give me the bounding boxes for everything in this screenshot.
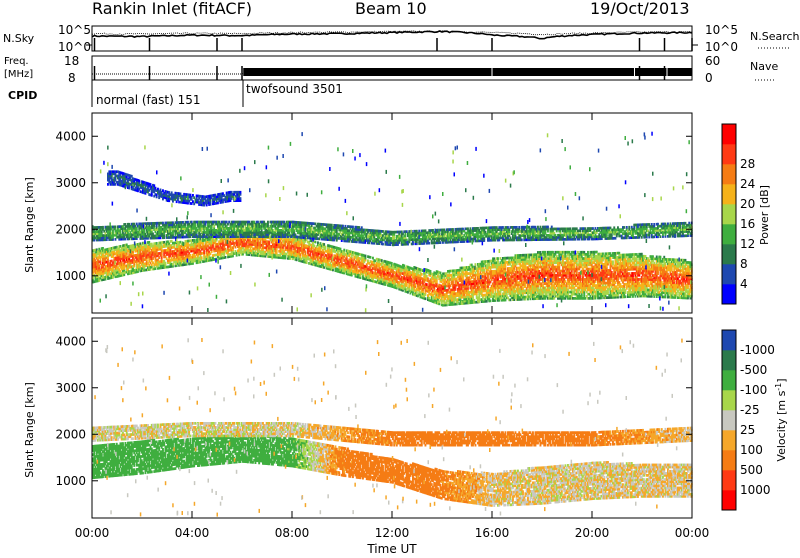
power-heatmap-cell	[370, 256, 372, 259]
power-heatmap-cell	[155, 267, 157, 270]
power-heatmap-cell	[313, 245, 315, 248]
cpid-segment-label: normal (fast) 151	[96, 93, 200, 107]
power-heatmap-cell	[210, 253, 212, 256]
noise-panel-frame	[92, 26, 692, 51]
plot-title: Rankin Inlet (fitACF)	[92, 0, 252, 18]
beam-label: Beam 10	[355, 0, 427, 18]
noise-right-tick-top: 10^5	[705, 23, 738, 37]
power-heatmap-cell	[315, 241, 317, 244]
noise-right-tick-bottom: 10^0	[705, 40, 738, 54]
power-heatmap-cell	[201, 256, 203, 259]
frequency-left-tick-bottom: 8	[68, 71, 76, 85]
power-heatmap-cell	[165, 262, 167, 265]
cpid-label: CPID	[8, 89, 37, 102]
power-heatmap-cell	[340, 248, 342, 251]
power-heatmap-cell	[426, 275, 428, 278]
power-heatmap-cell	[235, 246, 237, 249]
power-heatmap-cell	[381, 259, 383, 262]
power-heatmap-cell	[365, 255, 367, 258]
power-heatmap-cell	[320, 242, 322, 245]
cpid-panel: CPID normal (fast) 151 twofsound 3501	[8, 80, 343, 107]
power-heatmap-cell	[158, 256, 160, 259]
power-heatmap-cell	[323, 243, 325, 246]
power-heatmap-cell	[391, 262, 393, 265]
frequency-left-unit: [MHz]	[4, 69, 33, 80]
cpid-segment-label: twofsound 3501	[246, 82, 343, 96]
date-label: 19/Oct/2013	[590, 0, 690, 18]
power-heatmap-cell	[98, 265, 100, 268]
frequency-left-label: Freq.	[4, 56, 29, 67]
power-heatmap-cell	[305, 250, 307, 253]
noise-right-label: N.Search	[750, 30, 800, 43]
noise-left-tick-bottom: 10^0	[58, 40, 91, 54]
nave-series-band	[243, 68, 692, 76]
power-heatmap-cell	[428, 297, 430, 300]
power-heatmap-cell	[225, 256, 227, 259]
noise-panel: N.Sky 10^5 10^0 10^5 10^0 N.Search	[3, 23, 800, 54]
power-heatmap-cell	[152, 257, 154, 260]
power-heatmap-cell	[372, 257, 374, 260]
power-heatmap-cell	[475, 263, 477, 266]
power-heatmap-cell	[490, 300, 492, 303]
power-heatmap-cell	[193, 239, 195, 242]
frequency-left-tick-top: 18	[64, 54, 79, 68]
power-heatmap-cell	[426, 283, 428, 286]
frequency-right-tick-bottom: 0	[705, 71, 713, 85]
power-heatmap-cell	[172, 263, 174, 266]
power-heatmap-cell	[343, 249, 345, 252]
frequency-right-tick-top: 60	[705, 54, 720, 68]
power-heatmap-cell	[232, 246, 234, 249]
power-heatmap-cell	[430, 270, 432, 273]
power-heatmap-cell	[403, 264, 405, 267]
power-heatmap-cell	[440, 272, 442, 275]
power-heatmap-cell	[425, 297, 427, 300]
power-heatmap-cell	[427, 277, 429, 280]
frequency-panel: Freq. [MHz] 18 8 60 0 Nave	[4, 54, 778, 85]
power-heatmap-cell	[421, 273, 423, 276]
power-heatmap-cell	[317, 241, 319, 244]
noise-left-label: N.Sky	[3, 32, 35, 45]
power-heatmap-cell	[497, 257, 499, 260]
noise-left-tick-top: 10^5	[58, 23, 91, 37]
power-heatmap-cell	[325, 246, 327, 249]
power-heatmap-cell	[367, 260, 369, 263]
frequency-right-label: Nave	[750, 60, 778, 73]
